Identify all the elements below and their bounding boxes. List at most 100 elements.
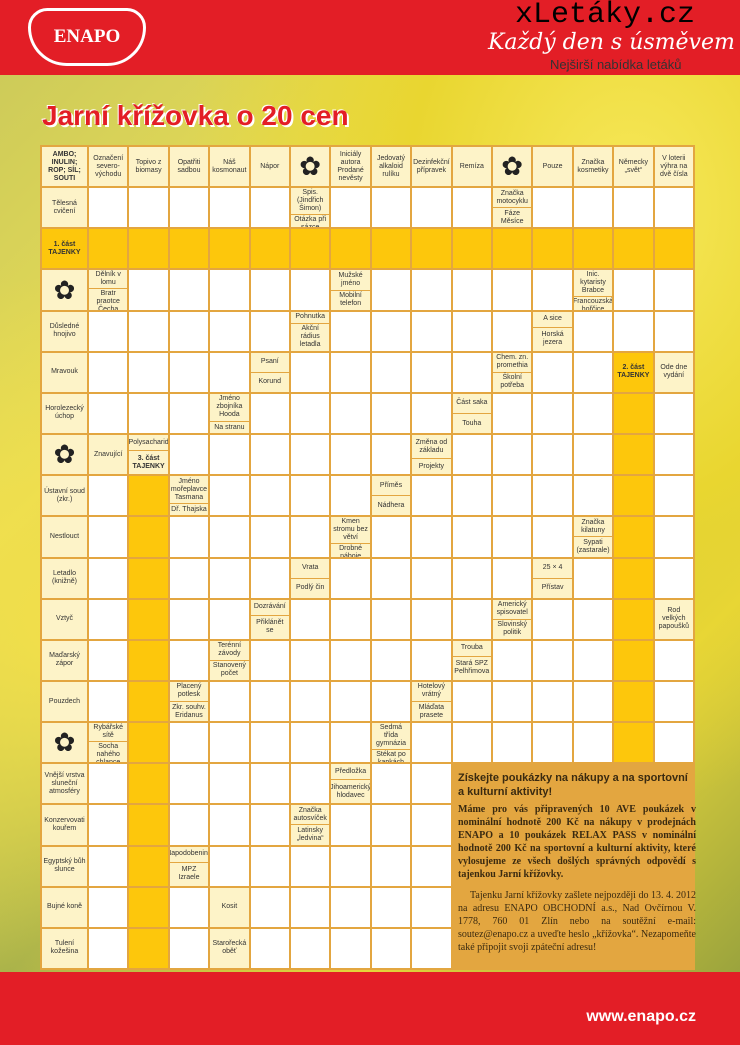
solution-cell[interactable]: [614, 681, 653, 722]
answer-cell[interactable]: [169, 599, 209, 639]
answer-cell[interactable]: [493, 558, 532, 598]
answer-cell[interactable]: [210, 517, 249, 557]
answer-cell[interactable]: [210, 311, 249, 351]
answer-cell[interactable]: [89, 599, 128, 639]
answer-cell[interactable]: [210, 188, 249, 228]
answer-cell[interactable]: [89, 517, 128, 557]
solution-cell[interactable]: [291, 229, 330, 269]
answer-cell[interactable]: [614, 188, 653, 228]
answer-cell[interactable]: [291, 723, 330, 763]
answer-cell[interactable]: [331, 311, 370, 351]
solution-cell[interactable]: [129, 476, 168, 516]
answer-cell[interactable]: [250, 517, 289, 557]
answer-cell[interactable]: [573, 476, 613, 516]
solution-cell[interactable]: [614, 517, 653, 557]
answer-cell[interactable]: [614, 270, 653, 310]
answer-cell[interactable]: [573, 435, 613, 475]
solution-cell[interactable]: [129, 928, 168, 968]
answer-cell[interactable]: [573, 188, 613, 228]
enapo-logo[interactable]: ENAPO: [28, 8, 146, 66]
answer-cell[interactable]: [371, 640, 411, 680]
answer-cell[interactable]: [533, 681, 572, 722]
answer-cell[interactable]: [169, 311, 209, 351]
answer-cell[interactable]: [493, 640, 532, 680]
solution-cell[interactable]: [129, 558, 168, 598]
answer-cell[interactable]: [169, 887, 209, 927]
answer-cell[interactable]: [250, 393, 289, 434]
solution-cell[interactable]: [250, 229, 289, 269]
answer-cell[interactable]: [169, 805, 209, 845]
answer-cell[interactable]: [89, 476, 128, 516]
answer-cell[interactable]: [533, 188, 572, 228]
answer-cell[interactable]: [452, 352, 491, 392]
answer-cell[interactable]: [291, 681, 330, 722]
answer-cell[interactable]: [89, 887, 128, 927]
answer-cell[interactable]: [412, 928, 451, 968]
solution-cell[interactable]: [371, 229, 411, 269]
answer-cell[interactable]: [89, 846, 128, 886]
answer-cell[interactable]: [250, 270, 289, 310]
answer-cell[interactable]: [89, 928, 128, 968]
answer-cell[interactable]: [371, 681, 411, 722]
answer-cell[interactable]: [129, 352, 168, 392]
answer-cell[interactable]: [250, 723, 289, 763]
answer-cell[interactable]: [331, 723, 370, 763]
answer-cell[interactable]: [89, 188, 128, 228]
answer-cell[interactable]: [371, 599, 411, 639]
answer-cell[interactable]: [533, 270, 572, 310]
solution-cell[interactable]: [654, 229, 693, 269]
solution-cell[interactable]: [614, 599, 653, 639]
answer-cell[interactable]: [573, 393, 613, 434]
answer-cell[interactable]: [89, 640, 128, 680]
answer-cell[interactable]: [573, 681, 613, 722]
answer-cell[interactable]: [250, 846, 289, 886]
answer-cell[interactable]: [331, 558, 370, 598]
answer-cell[interactable]: [210, 599, 249, 639]
answer-cell[interactable]: [250, 188, 289, 228]
answer-cell[interactable]: [89, 393, 128, 434]
answer-cell[interactable]: [654, 476, 693, 516]
answer-cell[interactable]: [250, 476, 289, 516]
answer-cell[interactable]: [331, 599, 370, 639]
answer-cell[interactable]: [371, 352, 411, 392]
answer-cell[interactable]: [371, 517, 411, 557]
answer-cell[interactable]: [452, 517, 491, 557]
answer-cell[interactable]: [371, 311, 411, 351]
answer-cell[interactable]: [654, 723, 693, 763]
answer-cell[interactable]: [291, 393, 330, 434]
solution-cell[interactable]: [573, 229, 613, 269]
solution-cell[interactable]: [614, 476, 653, 516]
answer-cell[interactable]: [210, 270, 249, 310]
answer-cell[interactable]: [573, 599, 613, 639]
answer-cell[interactable]: [493, 270, 532, 310]
answer-cell[interactable]: [210, 558, 249, 598]
solution-cell[interactable]: [129, 805, 168, 845]
solution-cell[interactable]: [129, 229, 168, 269]
solution-cell[interactable]: [412, 229, 451, 269]
answer-cell[interactable]: [493, 311, 532, 351]
answer-cell[interactable]: [169, 517, 209, 557]
answer-cell[interactable]: [169, 558, 209, 598]
answer-cell[interactable]: [654, 435, 693, 475]
answer-cell[interactable]: [412, 311, 451, 351]
answer-cell[interactable]: [654, 681, 693, 722]
answer-cell[interactable]: [291, 640, 330, 680]
answer-cell[interactable]: [291, 435, 330, 475]
answer-cell[interactable]: [573, 352, 613, 392]
answer-cell[interactable]: [371, 393, 411, 434]
answer-cell[interactable]: [654, 393, 693, 434]
answer-cell[interactable]: [654, 640, 693, 680]
answer-cell[interactable]: [371, 270, 411, 310]
solution-cell[interactable]: [129, 681, 168, 722]
answer-cell[interactable]: [291, 476, 330, 516]
answer-cell[interactable]: [291, 928, 330, 968]
solution-cell[interactable]: [533, 229, 572, 269]
answer-cell[interactable]: [331, 476, 370, 516]
answer-cell[interactable]: [169, 435, 209, 475]
answer-cell[interactable]: [129, 311, 168, 351]
answer-cell[interactable]: [412, 764, 451, 804]
answer-cell[interactable]: [452, 311, 491, 351]
answer-cell[interactable]: [412, 887, 451, 927]
answer-cell[interactable]: [452, 558, 491, 598]
answer-cell[interactable]: [210, 681, 249, 722]
